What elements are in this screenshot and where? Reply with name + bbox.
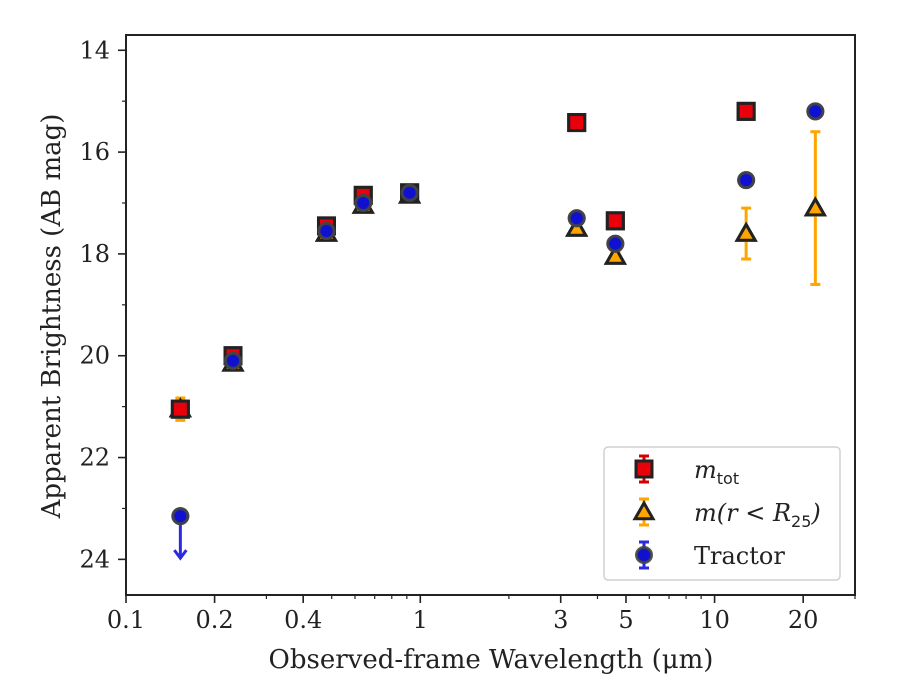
legend-marker-triangle <box>632 499 656 521</box>
x-axis-label: Observed-frame Wavelength (μm) <box>269 645 714 675</box>
square-point <box>736 101 756 121</box>
y-tick-label: 20 <box>79 342 110 370</box>
axis-ticks: 0.1 0.2 0.4 1 3 5 10 20 14 16 18 20 22 24 <box>79 36 856 634</box>
legend-label: mtot <box>694 456 739 488</box>
data-marks <box>168 101 827 561</box>
circle-point <box>737 171 756 190</box>
circle-point <box>606 234 625 253</box>
plot-frame <box>125 34 856 596</box>
series-square <box>170 101 756 419</box>
square-point <box>605 211 625 231</box>
triangle-point <box>734 221 758 242</box>
legend-label: m(r < R25) <box>694 499 821 531</box>
y-tick-label: 14 <box>79 36 110 64</box>
y-tick-label: 24 <box>79 545 110 573</box>
circle-point <box>400 183 419 202</box>
x-tick-label: 3 <box>553 606 568 634</box>
circle-point <box>354 194 373 212</box>
y-tick-label: 18 <box>79 240 110 268</box>
circle-point <box>317 222 336 240</box>
legend-label: Tractor <box>694 542 785 570</box>
series-triangle <box>168 130 827 422</box>
x-tick-label: 20 <box>788 606 819 634</box>
x-tick-label: 1 <box>413 606 428 634</box>
x-tick-label: 0.2 <box>196 606 234 634</box>
upper-limit-arrowhead <box>173 549 188 561</box>
circle-point <box>224 351 243 370</box>
legend-marker-square <box>634 459 654 479</box>
x-tick-label: 0.4 <box>284 606 322 634</box>
triangle-point <box>803 196 827 217</box>
legend: mtot m(r < R25) Tractor <box>603 446 841 581</box>
legend-marker-circle <box>635 546 653 564</box>
x-tick-label: 5 <box>618 606 633 634</box>
square-point <box>567 113 587 133</box>
triangle-point <box>603 244 627 265</box>
triangle-point <box>565 216 589 237</box>
y-tick-label: 22 <box>79 444 110 472</box>
y-tick-label: 16 <box>79 138 110 166</box>
series-circle <box>171 102 825 561</box>
circle-point <box>171 507 190 526</box>
circle-point <box>806 102 825 121</box>
legend-box <box>603 446 841 581</box>
y-axis-label: Apparent Brightness (AB mag) <box>37 114 67 520</box>
square-point <box>170 399 190 419</box>
circle-point <box>567 209 586 228</box>
x-tick-label: 10 <box>699 606 730 634</box>
x-tick-label: 0.1 <box>107 606 145 634</box>
